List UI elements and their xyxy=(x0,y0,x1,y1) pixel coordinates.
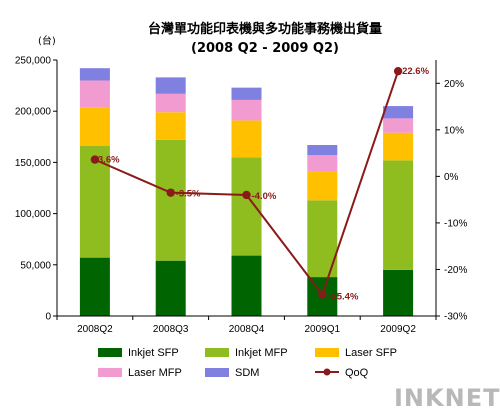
y-right-tick-label-0: -30% xyxy=(444,312,467,323)
legend-label-0: Inkjet SFP xyxy=(128,347,179,359)
bar-segment-3-1 xyxy=(155,93,186,113)
bar-segment-2-4 xyxy=(383,132,414,161)
y-left-tick-label-5: 250,000 xyxy=(15,56,52,67)
axes: 0 50,000 100,000 150,000 200,000 250,000 -30% -… xyxy=(15,56,468,336)
bar-segment-3-3 xyxy=(307,155,338,172)
plot-area: 3.6% -3.5% -4.0% -25.4% 22.6% xyxy=(79,66,430,316)
y-right-tick-label-5: 20% xyxy=(444,79,464,90)
bar-segment-3-0 xyxy=(79,80,110,108)
legend-swatch-0 xyxy=(98,348,122,357)
x-tick-label-0: 2008Q2 xyxy=(77,324,113,335)
y-right-tick-label-2: -10% xyxy=(444,218,467,229)
x-tick-label-1: 2008Q3 xyxy=(153,324,189,335)
bar-segment-0-0 xyxy=(79,257,110,316)
qoq-label-1: -3.5% xyxy=(176,189,201,200)
qoq-point-3 xyxy=(318,290,327,299)
legend-swatch-marker-5 xyxy=(323,368,331,376)
bar-segment-1-2 xyxy=(231,157,262,256)
qoq-point-0 xyxy=(90,155,100,164)
bar-segment-4-0 xyxy=(79,68,110,81)
bar-segment-1-4 xyxy=(383,160,414,270)
legend-swatch-2 xyxy=(315,348,339,357)
bar-segment-4-1 xyxy=(155,77,186,94)
y-left-tick-label-2: 100,000 xyxy=(15,209,52,220)
qoq-point-2 xyxy=(242,190,251,200)
legend-label-5: QoQ xyxy=(345,367,369,379)
y-right-tick-label-4: 10% xyxy=(444,125,464,136)
x-tick-label-4: 2009Q2 xyxy=(380,324,416,335)
legend-swatch-4 xyxy=(205,368,229,377)
bar-segment-1-1 xyxy=(155,139,186,261)
bar-segment-0-1 xyxy=(155,260,186,316)
chart-subtitle: (2008 Q2 - 2009 Q2) xyxy=(191,41,339,56)
bar-segment-0-4 xyxy=(383,269,414,316)
y-left-tick-label-0: 0 xyxy=(45,312,51,323)
x-tick-label-3: 2009Q1 xyxy=(305,324,341,335)
legend-swatch-1 xyxy=(205,348,229,357)
legend-label-1: Inkjet MFP xyxy=(235,347,288,359)
bar-segment-4-4 xyxy=(383,106,414,119)
qoq-point-4 xyxy=(393,66,403,76)
y-axis-unit: (台) xyxy=(38,34,56,47)
legend: Inkjet SFP Inkjet MFP Laser SFP Laser MFP SD… xyxy=(98,347,397,379)
bar-segment-0-2 xyxy=(231,255,262,316)
watermark-text: INKNET xyxy=(394,384,500,412)
bar-segment-2-1 xyxy=(155,112,186,140)
y-left-tick-label-4: 200,000 xyxy=(15,107,52,118)
y-right-tick-label-3: 0% xyxy=(444,172,459,183)
bar-segment-2-0 xyxy=(79,107,110,147)
bar-segment-4-2 xyxy=(231,87,262,100)
y-left-tick-label-1: 50,000 xyxy=(20,260,51,271)
legend-label-3: Laser MFP xyxy=(128,367,182,379)
x-tick-label-2: 2008Q4 xyxy=(229,324,265,335)
bar-segment-3-2 xyxy=(231,99,262,121)
legend-label-4: SDM xyxy=(235,367,259,379)
chart-title: 台灣單功能印表機與多功能事務機出貨量 xyxy=(148,21,382,37)
qoq-label-3: -25.4% xyxy=(328,292,359,303)
legend-swatch-3 xyxy=(98,368,122,377)
bar-segment-2-3 xyxy=(307,171,338,201)
bar-segment-3-4 xyxy=(383,118,414,133)
y-right-tick-label-1: -20% xyxy=(444,265,467,276)
qoq-label-4: 22.6% xyxy=(402,66,429,77)
qoq-point-1 xyxy=(166,188,175,197)
qoq-label-2: -4.0% xyxy=(252,191,277,202)
qoq-label-0: 3.6% xyxy=(98,155,120,166)
legend-label-2: Laser SFP xyxy=(345,347,397,359)
y-left-tick-label-3: 150,000 xyxy=(15,158,52,169)
bar-segment-2-2 xyxy=(231,120,262,158)
bar-segment-4-3 xyxy=(307,144,338,156)
